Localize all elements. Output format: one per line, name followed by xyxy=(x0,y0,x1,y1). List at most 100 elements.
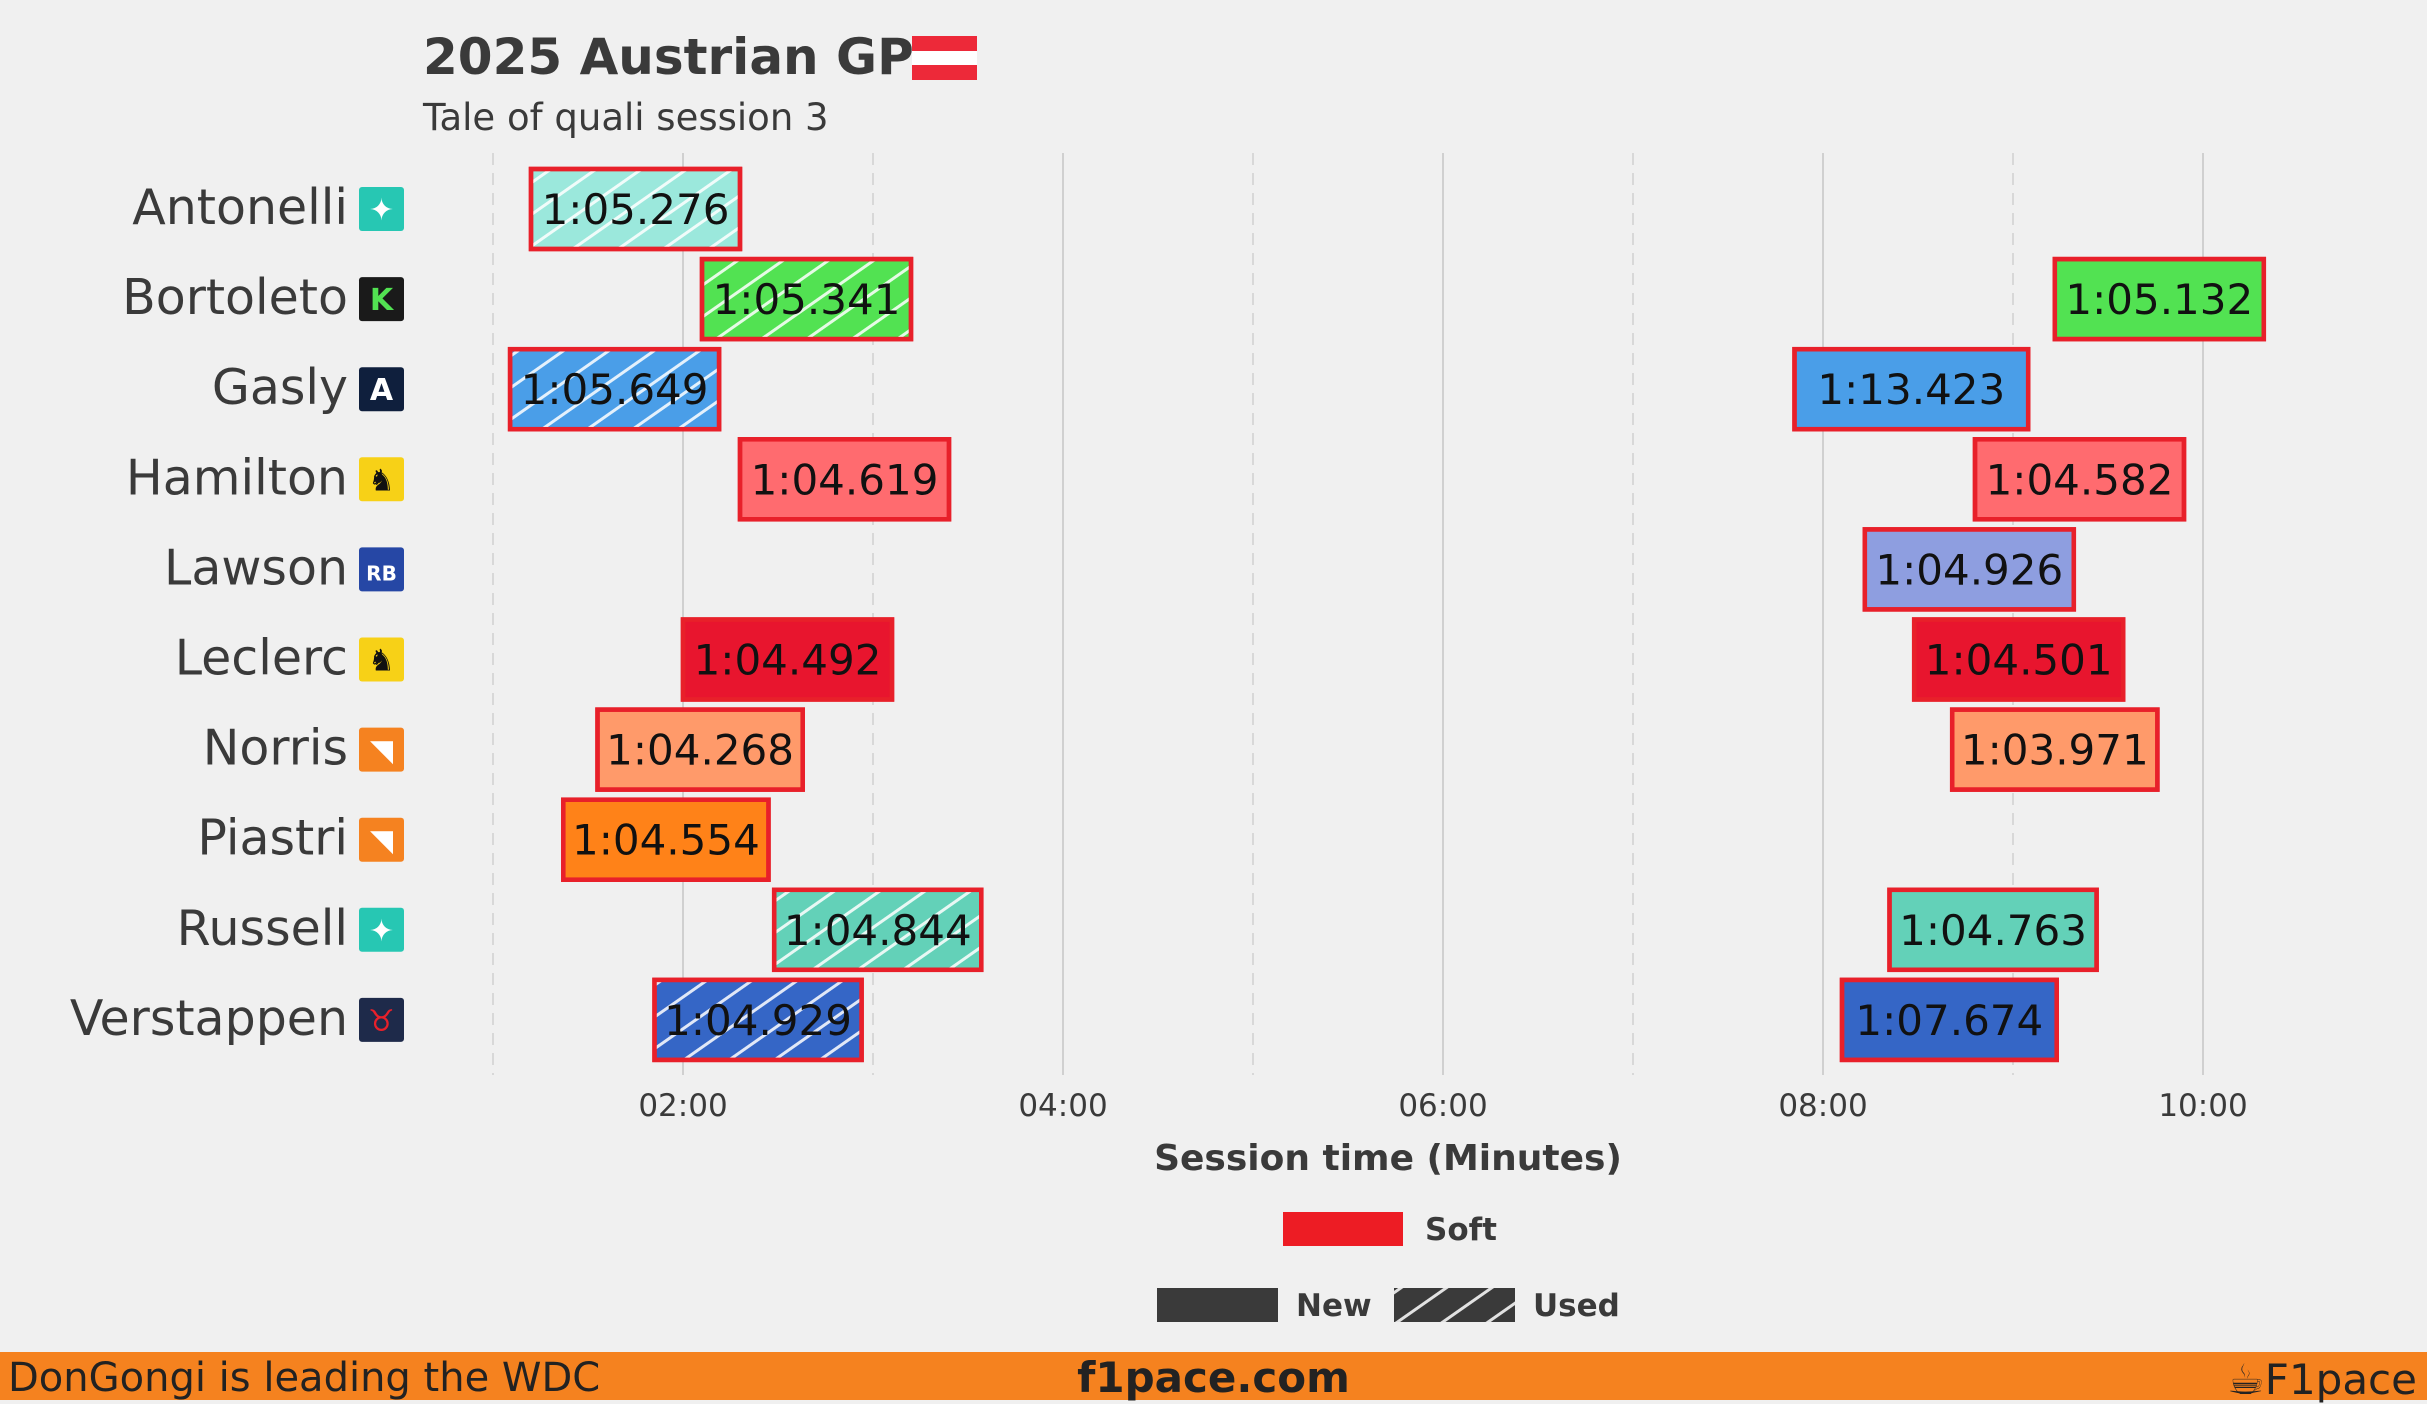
page-title: 2025 Austrian GP xyxy=(423,28,914,86)
x-tick-label: 06:00 xyxy=(1398,1088,1487,1124)
red-bull-icon: ♉ xyxy=(359,997,404,1042)
mclaren-icon: ◥ xyxy=(359,817,404,862)
lap-time-label: 1:03.971 xyxy=(1961,726,2149,775)
legend-new-swatch xyxy=(1157,1288,1278,1322)
sauber-icon-bg xyxy=(359,277,404,322)
ferrari-icon-glyph: ♞ xyxy=(368,644,395,679)
mercedes-icon-bg xyxy=(359,907,404,952)
red-bull-icon-glyph: ♉ xyxy=(368,1004,395,1039)
driver-label: Lawson xyxy=(164,539,348,596)
lap-bar-outline xyxy=(595,707,805,792)
lap-time-label: 1:13.423 xyxy=(1817,365,2005,414)
lap-time-label: 1:05.341 xyxy=(713,275,901,324)
driver-label: Antonelli xyxy=(132,179,348,236)
x-tick-label: 02:00 xyxy=(638,1088,727,1124)
austria-flag-icon xyxy=(912,36,977,80)
lap-time-label: 1:04.492 xyxy=(694,636,882,685)
legend-soft-swatch xyxy=(1283,1212,1403,1246)
mclaren-icon-bg xyxy=(359,817,404,862)
ferrari-icon: ♞ xyxy=(359,457,404,502)
driver-label: Gasly xyxy=(212,359,348,416)
mercedes-icon-glyph: ✦ xyxy=(369,914,394,949)
lap-bar-outline xyxy=(1862,527,2077,612)
lap-bar-outline xyxy=(1911,617,2126,702)
sauber-icon: K xyxy=(359,277,404,322)
mercedes-icon: ✦ xyxy=(359,187,404,231)
lap-bar-used-hatch xyxy=(656,981,860,1058)
racing-bulls-icon: RB xyxy=(359,547,404,592)
lap-bar-outline xyxy=(561,797,771,882)
driver-label: Hamilton xyxy=(126,449,348,506)
driver-label: Russell xyxy=(177,900,348,957)
lap-time-label: 1:04.501 xyxy=(1925,636,2113,685)
lap-time-label: 1:04.844 xyxy=(784,906,972,955)
page-subtitle: Tale of quali session 3 xyxy=(423,96,829,139)
coffee-cup-icon: ☕ xyxy=(2227,1355,2265,1404)
sauber-icon-glyph: K xyxy=(370,283,395,318)
session-timeline-chart: 02:00 04:00 06:00 08:00 10:00 Antonelli ✦ 1:05… xyxy=(70,153,2267,1324)
legend-used-hatch xyxy=(1394,1288,1515,1322)
lap-time-label: 1:04.554 xyxy=(572,816,760,865)
mclaren-icon-glyph: ◥ xyxy=(370,734,393,769)
lap-bar-outline xyxy=(1972,437,2187,522)
legend: Soft New Used xyxy=(1157,1212,1620,1324)
lap-bar-used-hatch xyxy=(704,261,909,338)
lap-time-label: 1:05.276 xyxy=(542,185,730,234)
x-tick-label: 04:00 xyxy=(1018,1088,1107,1124)
mclaren-icon: ◥ xyxy=(359,727,404,772)
footer-brand: ☕F1pace xyxy=(2227,1355,2417,1404)
legend-new-label: New xyxy=(1296,1288,1372,1324)
lap-bar-outline xyxy=(680,617,895,702)
lap-time-label: 1:05.649 xyxy=(521,365,709,414)
lap-bar-used-hatch xyxy=(533,171,738,247)
lap-bar-outline xyxy=(2052,256,2267,342)
alpine-icon-glyph: A xyxy=(370,373,394,408)
driver-label: Norris xyxy=(203,720,348,777)
driver-label: Leclerc xyxy=(175,630,348,687)
ferrari-icon-bg xyxy=(359,637,404,682)
red-bull-icon-bg xyxy=(359,997,404,1042)
lap-bar-outline xyxy=(507,346,722,432)
mercedes-icon-glyph: ✦ xyxy=(369,193,394,228)
lap-time-label: 1:04.929 xyxy=(664,996,852,1045)
footer-site-link[interactable]: f1pace.com xyxy=(1077,1353,1350,1402)
lap-bar xyxy=(1792,346,2031,432)
lap-bar-outline xyxy=(1839,977,2059,1063)
lap-bar-outline xyxy=(699,256,914,342)
lap-time-label: 1:04.582 xyxy=(1986,455,2174,504)
footer-brand-text: F1pace xyxy=(2264,1355,2417,1404)
ferrari-icon: ♞ xyxy=(359,637,404,682)
driver-label: Piastri xyxy=(197,810,348,867)
lap-time-label: 1:04.926 xyxy=(1875,545,2063,594)
x-tick-label: 08:00 xyxy=(1778,1088,1867,1124)
alpine-icon-bg xyxy=(359,367,404,412)
mercedes-icon-bg xyxy=(359,187,404,231)
lap-time-label: 1:07.674 xyxy=(1855,996,2043,1045)
alpine-icon: A xyxy=(359,367,404,412)
racing-bulls-icon-glyph: RB xyxy=(366,561,397,585)
lap-bar-outline xyxy=(771,887,984,973)
ferrari-icon-bg xyxy=(359,457,404,502)
racing-bulls-icon-bg xyxy=(359,547,404,592)
lap-bar-outline xyxy=(652,977,864,1063)
x-tick-label: 10:00 xyxy=(2158,1088,2247,1124)
lap-bar-outline xyxy=(528,166,743,252)
lap-bar xyxy=(1972,437,2187,522)
x-axis-label: Session time (Minutes) xyxy=(1154,1138,1622,1179)
footer-banner: DonGongi is leading the WDC f1pace.com ☕… xyxy=(0,1352,2427,1404)
ferrari-icon-glyph: ♞ xyxy=(368,463,395,498)
lap-time-label: 1:04.268 xyxy=(606,726,794,775)
lap-bar-used-hatch xyxy=(512,351,718,428)
legend-soft-label: Soft xyxy=(1425,1212,1497,1248)
mclaren-icon-glyph: ◥ xyxy=(370,824,393,859)
driver-label: Verstappen xyxy=(70,990,348,1047)
lap-time-label: 1:04.763 xyxy=(1899,906,2087,955)
footer-left-text: DonGongi is leading the WDC xyxy=(8,1355,601,1401)
lap-bar-outline xyxy=(1887,887,2099,973)
lap-bar-outline xyxy=(737,437,952,522)
lap-bar-outline xyxy=(1792,346,2031,432)
lap-bar-outline xyxy=(1949,707,2160,792)
legend-used-label: Used xyxy=(1533,1288,1620,1324)
driver-label: Bortoleto xyxy=(122,269,348,326)
lap-bar-used-hatch xyxy=(776,891,980,968)
